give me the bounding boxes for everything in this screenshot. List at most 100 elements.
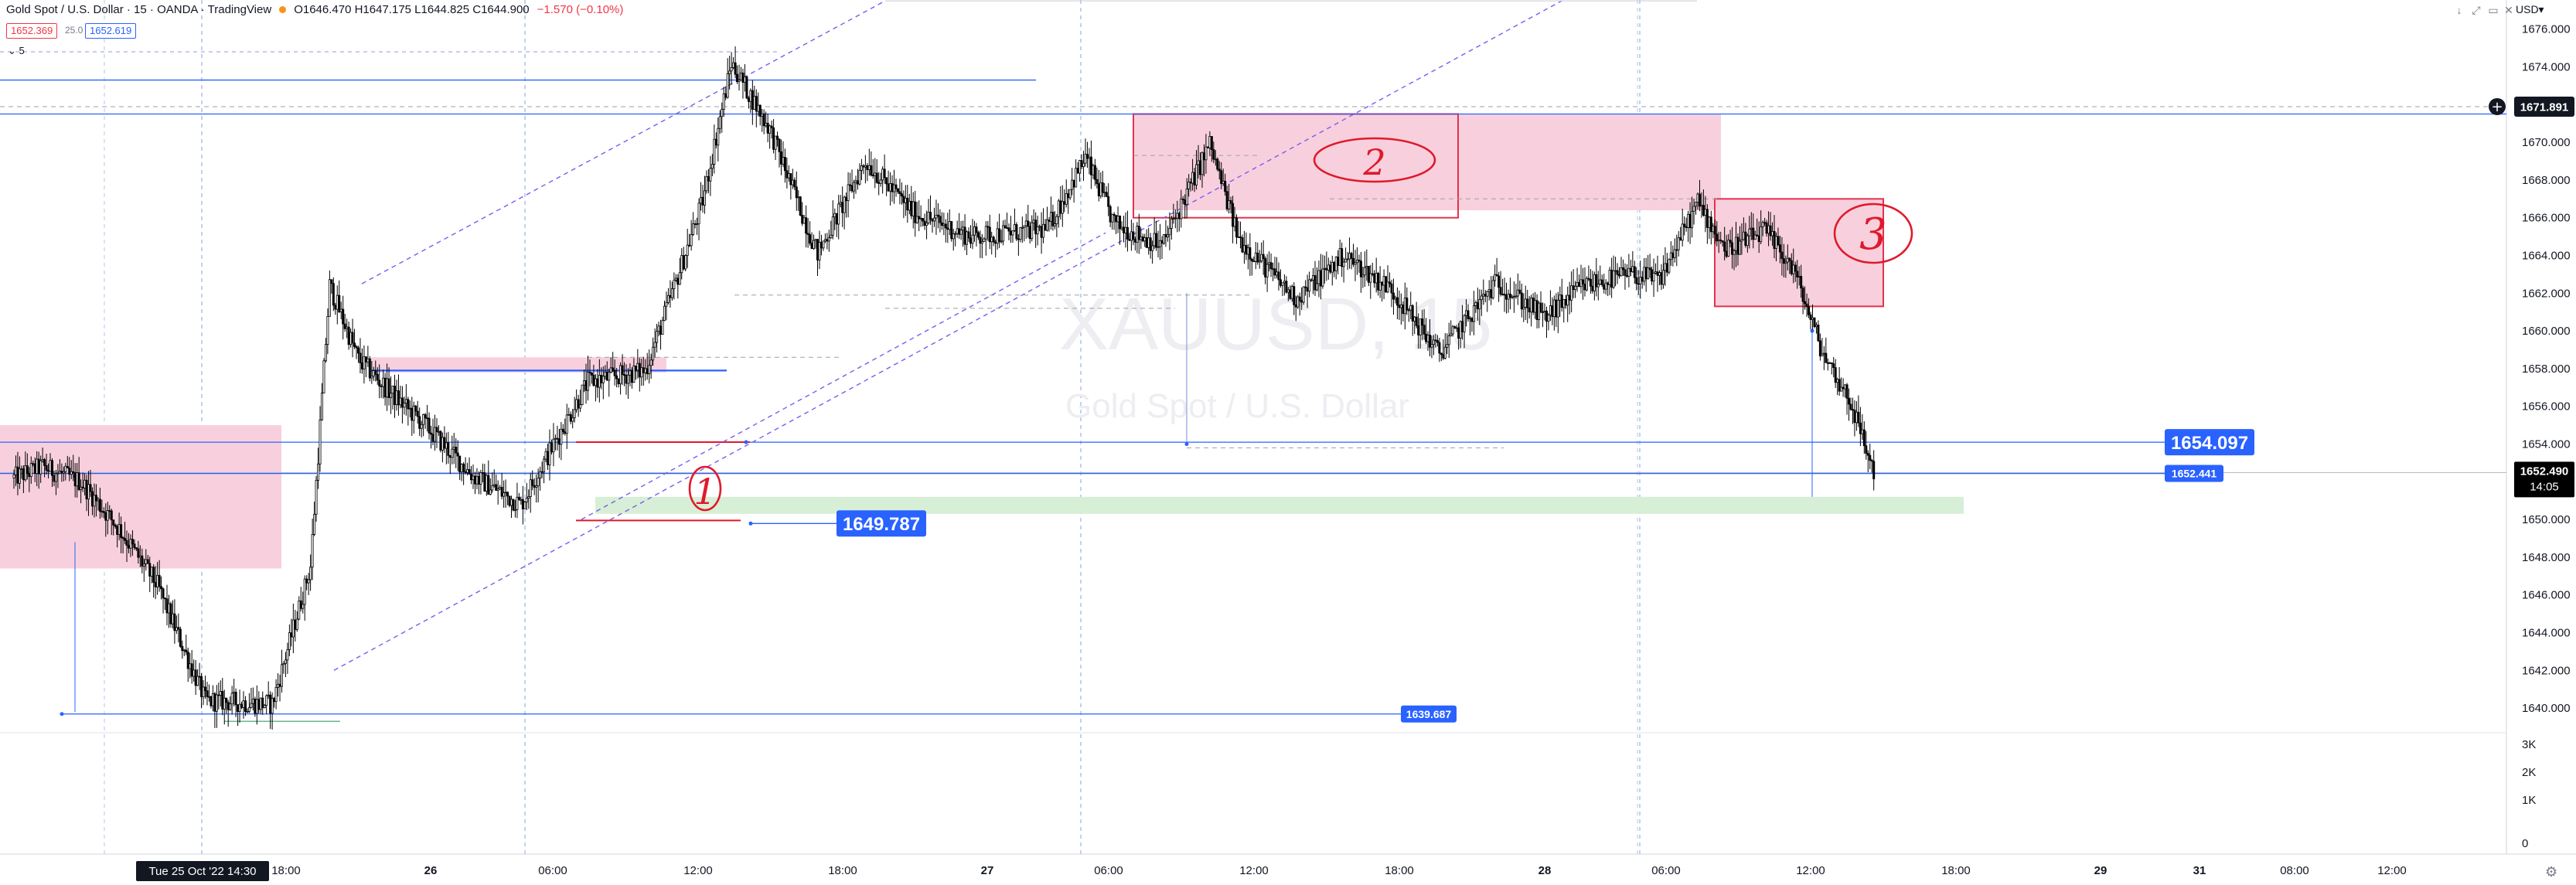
candle-body — [1057, 200, 1060, 217]
currency-selector[interactable]: USD▾ — [2516, 3, 2544, 15]
candle-body — [1872, 461, 1876, 480]
candle-body — [1369, 273, 1372, 283]
candle-body — [714, 138, 717, 146]
candle-body — [550, 442, 553, 453]
candle-body — [1403, 298, 1406, 315]
annotation-circle-1[interactable] — [688, 465, 722, 512]
gear-icon[interactable]: ⚙ — [2545, 864, 2558, 880]
candle-body — [1618, 274, 1621, 277]
candle-body — [1660, 272, 1663, 285]
candle-body — [1389, 281, 1392, 284]
plus-icon[interactable] — [2489, 97, 2506, 115]
candle-body — [1505, 294, 1508, 300]
volume-indicator-label[interactable]: ⌄ 5 — [8, 45, 25, 56]
candle-body — [374, 370, 377, 375]
candle-body — [1627, 267, 1630, 277]
candle-body — [787, 173, 790, 179]
price-tick: 1668.000 — [2522, 174, 2571, 187]
candle-body — [77, 472, 80, 490]
supply-zone-left[interactable] — [0, 425, 281, 569]
channel-mid[interactable] — [581, 232, 1106, 520]
candle-body — [343, 323, 346, 329]
drawing-zones[interactable] — [0, 113, 1964, 569]
candle-body — [309, 567, 312, 580]
candle-body — [167, 603, 170, 614]
candle-body — [1771, 230, 1774, 237]
candle-body — [889, 182, 892, 192]
candle-body — [1467, 310, 1470, 319]
candle-body — [94, 495, 97, 502]
bid-price-button[interactable]: 1652.369 — [6, 23, 58, 39]
candle-body — [1861, 429, 1864, 434]
supply-zone-2[interactable] — [1133, 114, 1721, 210]
candle-body — [437, 431, 440, 433]
candle-body — [1476, 302, 1479, 310]
candle-body — [700, 196, 703, 204]
candle-body — [32, 463, 35, 465]
time-axis[interactable]: 18:00 26 06:00 12:00 18:00 27 06:00 12:00 18:00 2… — [136, 861, 2407, 881]
candle-body — [849, 184, 852, 186]
candle-body — [1233, 217, 1236, 227]
demand-zone-green[interactable] — [595, 496, 1964, 514]
candle-body — [1633, 266, 1636, 278]
candle-body — [1344, 258, 1348, 263]
candle-body — [1103, 192, 1106, 194]
arrow-down-icon[interactable]: ↓ — [2456, 4, 2462, 16]
candle-body — [470, 474, 473, 481]
candle-body — [1407, 309, 1410, 311]
supply-zone-small[interactable] — [371, 357, 666, 373]
candle-body — [93, 495, 96, 507]
candle-body — [1704, 209, 1707, 216]
time-tick: 28 — [1538, 864, 1552, 877]
supply-zone-3[interactable] — [1714, 198, 1884, 308]
candle-body — [766, 122, 769, 134]
drawing-lines[interactable] — [0, 0, 2506, 722]
crosshair-time-box — [136, 861, 269, 881]
candle-body — [1250, 258, 1253, 262]
candle-body — [1268, 262, 1271, 265]
candle-body — [1729, 240, 1732, 243]
candle-body — [1752, 227, 1755, 240]
candle-body — [774, 135, 777, 150]
annotation-circle-2[interactable] — [1313, 137, 1436, 183]
handwritten-annotations[interactable]: 2 3 1 — [688, 137, 1913, 512]
candle-body — [1631, 266, 1634, 273]
candle-body — [1354, 262, 1357, 265]
candle-body — [472, 475, 475, 481]
expand-icon[interactable]: ⤢ — [2472, 4, 2481, 16]
candle-body — [1470, 318, 1474, 322]
symbol-title[interactable]: Gold Spot / U.S. Dollar · 15 · OANDA · T… — [6, 3, 272, 16]
candle-body — [121, 537, 124, 540]
chart-header: Gold Spot / U.S. Dollar · 15 · OANDA · T… — [6, 3, 623, 16]
candle-body — [219, 691, 222, 696]
candle-body — [813, 240, 816, 250]
candle-body — [1365, 265, 1368, 268]
price-tick: 1670.000 — [2522, 136, 2571, 149]
annotation-circle-3[interactable] — [1833, 203, 1913, 264]
candle-body — [330, 279, 333, 284]
candle-body — [324, 344, 327, 362]
candle-body — [726, 73, 729, 98]
price-axis[interactable]: 1676.0001674.0001672.0001670.0001668.000… — [2522, 23, 2571, 850]
candle-body — [881, 168, 884, 181]
candle-body — [827, 237, 830, 242]
close-icon[interactable]: ✕ — [2504, 4, 2513, 16]
candle-body — [1855, 411, 1858, 424]
volume-tick: 3K — [2522, 738, 2536, 751]
candle-body — [479, 472, 482, 485]
ask-price-button[interactable]: 1652.619 — [85, 23, 137, 39]
candle-body — [1480, 295, 1483, 301]
time-tick: 31 — [2193, 864, 2206, 877]
candle-body — [475, 475, 479, 485]
maximize-icon[interactable]: ▭ — [2488, 4, 2499, 16]
candle-body — [1319, 270, 1322, 287]
channel-upper[interactable] — [361, 0, 886, 284]
candle-body — [1817, 325, 1820, 342]
candle-body — [696, 223, 699, 226]
candle-body — [1661, 270, 1665, 285]
candle-body — [428, 417, 431, 434]
channel-lower[interactable] — [333, 0, 1562, 671]
candle-body — [954, 233, 957, 235]
candle-body — [311, 534, 314, 568]
